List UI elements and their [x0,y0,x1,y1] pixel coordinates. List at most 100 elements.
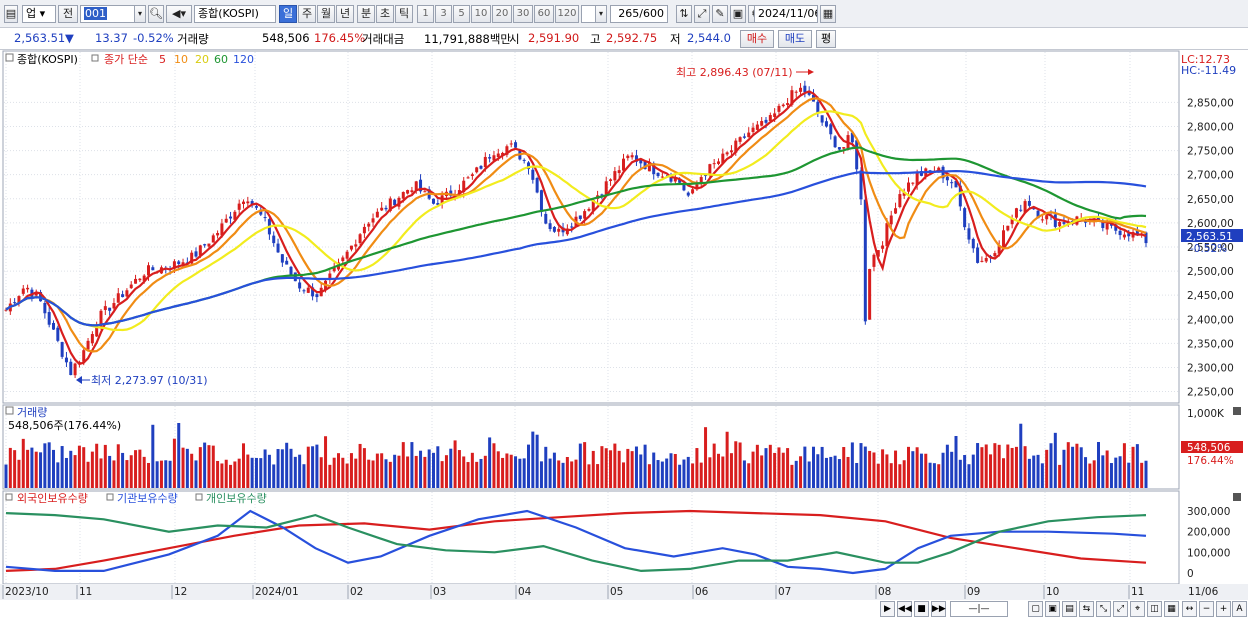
candle-body [544,213,548,224]
interval-5[interactable]: 5 [453,5,470,23]
search-icon[interactable]: 🔍︎ [148,5,164,23]
price-panel-toggle-icon[interactable] [5,53,14,62]
pan-icon[interactable]: ↔ [1182,601,1197,617]
volume-bar [393,454,397,488]
candle-body [397,197,401,207]
date-axis-label: 11/06 [1188,586,1219,598]
ma5-label: 5 [159,53,166,66]
sell-button[interactable]: 매도 [778,30,812,48]
candle-body [1019,209,1023,211]
volume-bar [984,444,988,488]
volume-bar [492,443,496,488]
interval-30[interactable]: 30 [513,5,533,23]
volume-bar [820,446,824,488]
candle-body [432,198,435,204]
count-input[interactable]: 265/600 [610,5,668,23]
chart-canvas[interactable]: 종합(KOSPI) 종가 단순 5 10 20 60 120 최고 2,896.… [0,50,1248,602]
volume-bar [591,450,595,488]
interval-3[interactable]: 3 [435,5,452,23]
candle-body [1127,233,1131,237]
volume-bar [272,464,276,488]
forward-icon[interactable]: ▶▶ [931,601,946,617]
volume-bar [414,455,418,488]
rewind-icon[interactable]: ◀◀ [897,601,912,617]
code-dropdown-icon[interactable]: ▾ [134,5,146,23]
inst-toggle-icon[interactable] [106,493,114,501]
period-month-button[interactable]: 월 [317,5,335,23]
tool-icon-4[interactable]: ⇆ [1079,601,1094,617]
volume-bar [570,461,574,488]
buy-button[interactable]: 매수 [740,30,774,48]
calendar-icon[interactable]: ▦ [820,5,836,23]
candle-body [285,260,289,265]
candle-body [367,223,371,227]
candle-body [842,147,846,149]
candle-body [492,155,496,161]
count-total: /600 [639,7,664,20]
candle-body [306,287,310,293]
volume-bar [742,460,746,488]
save-icon[interactable]: ▣ [730,5,746,23]
period-second-button[interactable]: 초 [376,5,394,23]
interval-10[interactable]: 10 [471,5,491,23]
ma-toggle-icon[interactable] [91,54,99,62]
indiv-toggle-icon[interactable] [195,493,203,501]
volume-bar [932,463,936,488]
candle-body [971,238,975,249]
candle-body [457,190,461,194]
prev-button[interactable]: 전 [58,5,78,23]
zoom-out-icon[interactable]: − [1199,601,1214,617]
candle-body [660,176,664,178]
candle-body [919,171,923,176]
period-day-button[interactable]: 일 [279,5,297,23]
period-minute-button[interactable]: 분 [357,5,375,23]
holdings-panel-close-icon[interactable] [1233,493,1241,501]
price-axis-tick: 2,600,00 [1187,218,1234,230]
volume-bar [937,464,941,488]
tool-icon-7[interactable]: ⌖ [1130,601,1145,617]
tool-icon-9[interactable]: ▦ [1164,601,1179,617]
zoom-slider[interactable]: —|— [950,601,1008,617]
current-price-tag [1181,229,1243,242]
draw-icon[interactable]: ✎ [712,5,728,23]
interval-120[interactable]: 120 [555,5,579,23]
speaker-icon[interactable]: ◀▾ [166,5,192,23]
zoom-in-icon[interactable]: + [1216,601,1231,617]
tool-icon-8[interactable]: ◫ [1147,601,1162,617]
interval-60[interactable]: 60 [534,5,554,23]
fit-icon[interactable]: ⤢ [694,5,710,23]
eval-button[interactable]: 평 [816,30,836,48]
period-tick-button[interactable]: 틱 [395,5,413,23]
period-week-button[interactable]: 주 [298,5,316,23]
font-size-icon[interactable]: A [1232,601,1247,617]
compare-icon[interactable]: ⇅ [676,5,692,23]
interval-20[interactable]: 20 [492,5,512,23]
interval-1[interactable]: 1 [417,5,434,23]
candle-body [963,208,967,228]
tool-icon-3[interactable]: ▤ [1062,601,1077,617]
menu-icon[interactable]: ▤ [4,5,18,23]
date-input[interactable]: 2024/11/06 [754,5,818,23]
volume-panel-toggle-icon[interactable] [5,406,14,415]
candle-body [496,153,500,158]
code-input[interactable]: 001 [80,5,136,23]
tool-icon-2[interactable]: ▣ [1045,601,1060,617]
volume-bar [777,447,781,488]
stop-icon[interactable]: ■ [914,601,929,617]
volume-bar [907,446,910,488]
candle-body [950,182,954,184]
volume-bar [4,464,8,488]
volume-panel-close-icon[interactable] [1233,407,1241,415]
holdings-panel-toggle-icon[interactable] [5,493,13,501]
volume-bar [21,438,25,488]
scroll-right-icon[interactable]: ▶ [880,601,895,617]
volume-bar [86,461,90,488]
tool-icon-5[interactable]: ⤡ [1096,601,1111,617]
volume-bar [306,446,310,488]
interval-dropdown-icon[interactable]: ▾ [595,5,607,23]
tool-icon-1[interactable]: ▢ [1028,601,1043,617]
volume-bar [8,447,12,488]
market-select[interactable]: 업 ▾ [22,5,56,23]
tool-icon-6[interactable]: ⤢ [1113,601,1128,617]
period-year-button[interactable]: 년 [336,5,354,23]
